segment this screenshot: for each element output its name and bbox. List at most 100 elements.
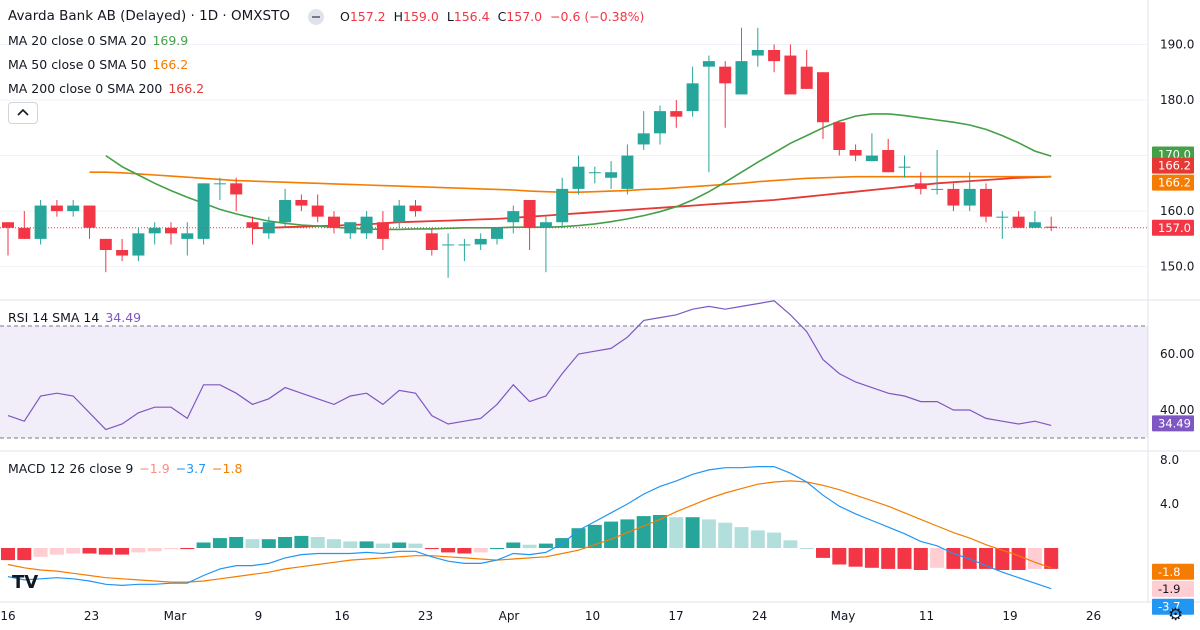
candle-body bbox=[605, 172, 618, 178]
time-tick-label: Apr bbox=[499, 609, 520, 623]
ma20-label: MA 20 close 0 SMA 20 bbox=[8, 33, 147, 48]
macd-signal-line bbox=[7, 480, 1052, 583]
candle-body bbox=[980, 188, 992, 217]
symbol-title[interactable]: Avarda Bank AB (Delayed) · 1D · OMXSTO bbox=[8, 8, 290, 24]
candle-body bbox=[83, 205, 96, 228]
candle-body bbox=[213, 183, 226, 185]
macd-histogram-bar bbox=[212, 538, 227, 548]
candle-body bbox=[637, 133, 650, 145]
candle-body bbox=[931, 188, 944, 190]
macd-histogram-bar bbox=[1044, 548, 1059, 569]
candle-body bbox=[686, 83, 699, 112]
price-tick-label: 160.0 bbox=[1160, 204, 1194, 218]
candle-body bbox=[768, 50, 781, 62]
macd-histogram-bar bbox=[49, 548, 64, 555]
candle-body bbox=[996, 216, 1009, 218]
rsi-value: 34.49 bbox=[105, 310, 142, 325]
macd-histogram-bar bbox=[864, 548, 879, 568]
macd-histogram-bar bbox=[783, 540, 798, 548]
macd-histogram-bar bbox=[506, 542, 521, 548]
macd-tick-label: 4.0 bbox=[1160, 497, 1179, 511]
collapse-legend-button[interactable] bbox=[8, 102, 38, 124]
candle-body bbox=[474, 238, 487, 245]
candle-body bbox=[279, 200, 292, 223]
macd-histogram-bar bbox=[604, 521, 619, 548]
candle-body bbox=[654, 111, 666, 134]
price-tick-label: 180.0 bbox=[1160, 93, 1194, 107]
candle-body bbox=[539, 222, 552, 228]
legend-ma20[interactable]: MA 20 close 0 SMA 20 169.9 bbox=[8, 33, 188, 48]
macd-signal-badge-bg bbox=[1152, 580, 1194, 597]
candle-body bbox=[865, 155, 878, 162]
macd-histogram-bar bbox=[33, 548, 48, 557]
candle-body bbox=[849, 150, 862, 156]
low-label: L bbox=[446, 9, 454, 24]
time-tick-label: 23 bbox=[418, 609, 433, 623]
legend-ma50[interactable]: MA 50 close 0 SMA 50 166.2 bbox=[8, 57, 188, 72]
macd-histogram-bar bbox=[750, 530, 765, 548]
tradingview-logo-icon[interactable]: TV bbox=[12, 572, 39, 593]
ma200-price-badge-bg bbox=[1152, 157, 1194, 174]
rsi-value-badge: 34.49 bbox=[1158, 416, 1191, 430]
candle-body bbox=[735, 61, 748, 95]
legend-rsi[interactable]: RSI 14 SMA 14 34.49 bbox=[8, 310, 141, 325]
macd-line-badge: -3.7 bbox=[1158, 600, 1180, 614]
macd-histogram-bar bbox=[701, 519, 716, 548]
time-tick-label: 16 bbox=[0, 609, 15, 623]
macd-histogram-bar bbox=[799, 548, 814, 549]
candle-body bbox=[442, 244, 455, 246]
macd-histogram-bar bbox=[848, 548, 863, 567]
macd-histogram-bar bbox=[17, 548, 32, 561]
time-tick-label: 24 bbox=[752, 609, 767, 623]
candle-body bbox=[588, 172, 601, 174]
macd-histogram-bar bbox=[897, 548, 912, 569]
candle-body bbox=[328, 216, 340, 228]
price-tick-label: 190.0 bbox=[1160, 37, 1194, 51]
close-price-badge-bg bbox=[1152, 219, 1194, 236]
time-tick-label: Mar bbox=[164, 609, 187, 623]
macd-histogram-bar bbox=[473, 548, 488, 553]
candle-body bbox=[246, 222, 259, 228]
more-options-icon[interactable] bbox=[308, 9, 324, 25]
candle-body bbox=[34, 205, 47, 239]
candle-body bbox=[882, 150, 895, 173]
open-label: O bbox=[340, 9, 350, 24]
rsi-value-badge-bg bbox=[1152, 415, 1194, 432]
time-tick-label: May bbox=[831, 609, 856, 623]
macd-histogram-bar bbox=[441, 548, 456, 553]
candle-body bbox=[963, 188, 976, 206]
price-tick-label: 150.0 bbox=[1160, 260, 1194, 274]
candle-body bbox=[621, 155, 634, 189]
macd-histogram-bar bbox=[327, 539, 341, 548]
macd-histogram-bar bbox=[245, 539, 260, 548]
macd-hist-badge: -1.8 bbox=[1158, 565, 1180, 579]
candle-body bbox=[751, 50, 764, 56]
candle-body bbox=[148, 227, 161, 234]
macd-histogram-bar bbox=[180, 548, 195, 550]
candle-body bbox=[376, 222, 389, 239]
macd-histogram-bar bbox=[115, 548, 130, 555]
candle-body bbox=[2, 222, 14, 228]
gear-icon[interactable]: ⚙ bbox=[1168, 605, 1184, 625]
candle-body bbox=[393, 205, 406, 223]
macd-histogram-bar bbox=[359, 541, 374, 548]
macd-histogram-bar bbox=[587, 524, 602, 548]
legend-ma200[interactable]: MA 200 close 0 SMA 200 166.2 bbox=[8, 81, 204, 96]
ma20-line bbox=[105, 113, 1052, 231]
time-tick-label: 16 bbox=[334, 609, 349, 623]
candle-body bbox=[197, 183, 210, 239]
rsi-line bbox=[7, 300, 1052, 431]
macd-histogram-bar bbox=[310, 537, 325, 548]
candle-body bbox=[556, 188, 569, 223]
ohlc-readout: O157.2 H159.0 L156.4 C157.0 −0.6 (−0.38%… bbox=[340, 9, 648, 24]
legend-macd[interactable]: MACD 12 26 close 9 −1.9 −3.7 −1.8 bbox=[8, 461, 242, 476]
time-tick-label: 26 bbox=[1086, 609, 1101, 623]
ma50-price-badge: 166.2 bbox=[1158, 176, 1191, 190]
open-value: 157.2 bbox=[349, 9, 386, 24]
macd-line bbox=[7, 466, 1052, 590]
macd-histogram-bar bbox=[457, 548, 472, 554]
close-value: 157.0 bbox=[506, 9, 543, 24]
ma200-value: 166.2 bbox=[168, 81, 205, 96]
macd-label: MACD 12 26 close 9 bbox=[8, 461, 134, 476]
